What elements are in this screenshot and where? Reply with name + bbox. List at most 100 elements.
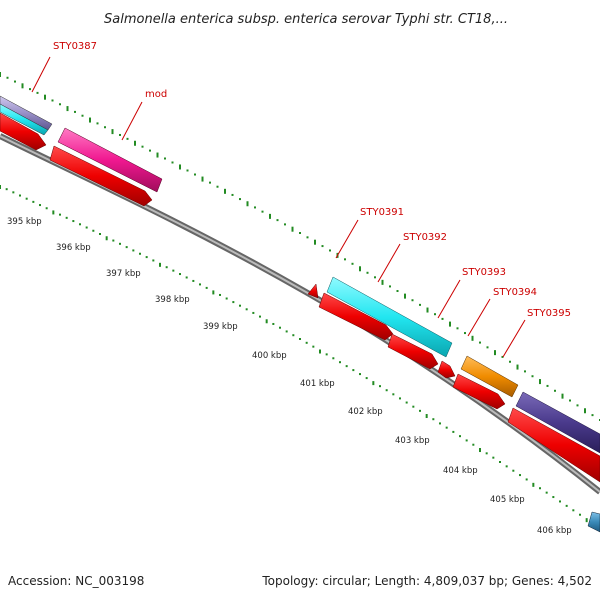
gene-label-sty0393[interactable]: STY0393	[462, 267, 506, 278]
gene-label-sty0392[interactable]: STY0392	[403, 232, 447, 243]
ring-dot	[59, 103, 61, 106]
scale-dot	[12, 191, 15, 194]
scale-dot	[72, 220, 75, 223]
gene-red-5[interactable]	[507, 407, 600, 483]
gene-cyan[interactable]	[326, 276, 453, 358]
scale-major-tick	[212, 290, 215, 295]
ring-dot	[486, 346, 489, 349]
callout-line	[121, 101, 143, 141]
ring-dash	[359, 266, 361, 272]
scale-dot	[485, 452, 488, 455]
gene-teal[interactable]	[0, 103, 49, 136]
ring-dot	[479, 341, 481, 344]
ring-dot	[456, 327, 459, 330]
scale-dot	[572, 509, 575, 512]
gene-label-sty0391[interactable]: STY0391	[360, 207, 404, 218]
ring-dot	[299, 232, 301, 234]
ring-dash	[516, 364, 519, 370]
ring-dot	[411, 299, 414, 302]
ring-dot	[276, 219, 279, 222]
gene-label-mod[interactable]: mod	[145, 89, 167, 100]
tick-label: 401 kbp	[300, 379, 335, 389]
gene-blue[interactable]	[587, 511, 600, 533]
genome-backbone	[0, 133, 600, 495]
ring-dash	[0, 72, 1, 77]
scale-dot	[272, 322, 275, 325]
gene-red-1[interactable]	[318, 292, 394, 341]
scale-dot	[239, 304, 241, 307]
ring-dot	[464, 332, 466, 335]
ring-dash	[246, 201, 249, 207]
ring-dot	[81, 114, 84, 117]
scale-dot	[59, 213, 61, 216]
ring-dot	[164, 157, 166, 160]
scale-major-tick	[319, 349, 321, 354]
scale-dot	[25, 197, 28, 200]
scale-dot	[472, 443, 475, 446]
ring-dash	[584, 408, 586, 414]
ring-dash	[111, 129, 114, 135]
gene-mod[interactable]	[57, 127, 163, 193]
gene-label-sty0387[interactable]: STY0387	[53, 41, 97, 52]
scale-dot	[32, 200, 35, 203]
scale-dot	[332, 357, 335, 360]
gene-red-mod[interactable]	[49, 145, 153, 207]
ring-dot	[254, 206, 256, 209]
scale-dot	[85, 226, 88, 229]
ring-dash	[314, 239, 316, 245]
ring-dot	[239, 198, 241, 201]
ring-dot	[531, 375, 534, 378]
gene-label-callouts: STY0387 mod STY0391 STY0392 STY0393 STY0…	[31, 41, 571, 358]
ring-dash	[471, 335, 474, 341]
ring-dash	[381, 279, 384, 285]
scale-dot	[552, 496, 555, 499]
gene-red-small-marker[interactable]	[307, 283, 319, 299]
ring-dot	[374, 276, 376, 279]
ring-dot	[501, 355, 504, 358]
scale-dot	[185, 276, 188, 279]
gene-label-sty0395[interactable]: STY0395	[527, 308, 571, 319]
scale-dot	[165, 266, 168, 269]
scale-dot	[559, 500, 561, 503]
scale-dot	[452, 430, 455, 433]
scale-dot	[39, 204, 41, 207]
tick-label: 395 kbp	[7, 217, 42, 227]
gene-orange[interactable]	[460, 355, 519, 398]
scale-major-tick	[0, 185, 1, 189]
scale-arc	[0, 185, 600, 529]
scale-dot	[5, 188, 8, 191]
scale-major-tick	[425, 414, 428, 419]
gene-red-left[interactable]	[0, 112, 47, 151]
ring-dot	[509, 360, 511, 363]
ring-dot	[194, 173, 196, 176]
scale-dot	[19, 194, 21, 197]
ring-dot	[524, 370, 526, 373]
scale-dot	[312, 345, 315, 348]
scale-major-tick	[159, 262, 161, 267]
ring-dot	[14, 80, 16, 83]
callout-line	[467, 298, 491, 337]
scale-dot	[285, 330, 288, 333]
scale-dot	[339, 361, 341, 364]
outer-dash-ring	[0, 72, 600, 421]
ring-dash	[404, 293, 406, 299]
gene-red-4[interactable]	[452, 373, 506, 410]
ring-dash	[224, 188, 226, 194]
ring-dot	[74, 110, 76, 113]
genome-backbone-highlight	[0, 135, 600, 493]
scale-dot	[305, 341, 308, 344]
ring-dot	[321, 245, 324, 248]
scale-dot	[232, 301, 235, 304]
gene-purple[interactable]	[515, 391, 600, 454]
ring-dot	[554, 389, 556, 392]
tick-label: 400 kbp	[252, 351, 287, 361]
ring-dot	[171, 161, 174, 164]
ring-dot	[591, 414, 594, 417]
gene-red-3[interactable]	[437, 360, 456, 379]
scale-dot	[492, 456, 495, 459]
gene-label-sty0394[interactable]: STY0394	[493, 287, 537, 298]
tick-label: 402 kbp	[348, 407, 383, 417]
scale-major-tick	[479, 448, 481, 453]
ring-dash	[449, 321, 451, 327]
gene-red-2[interactable]	[387, 333, 439, 370]
